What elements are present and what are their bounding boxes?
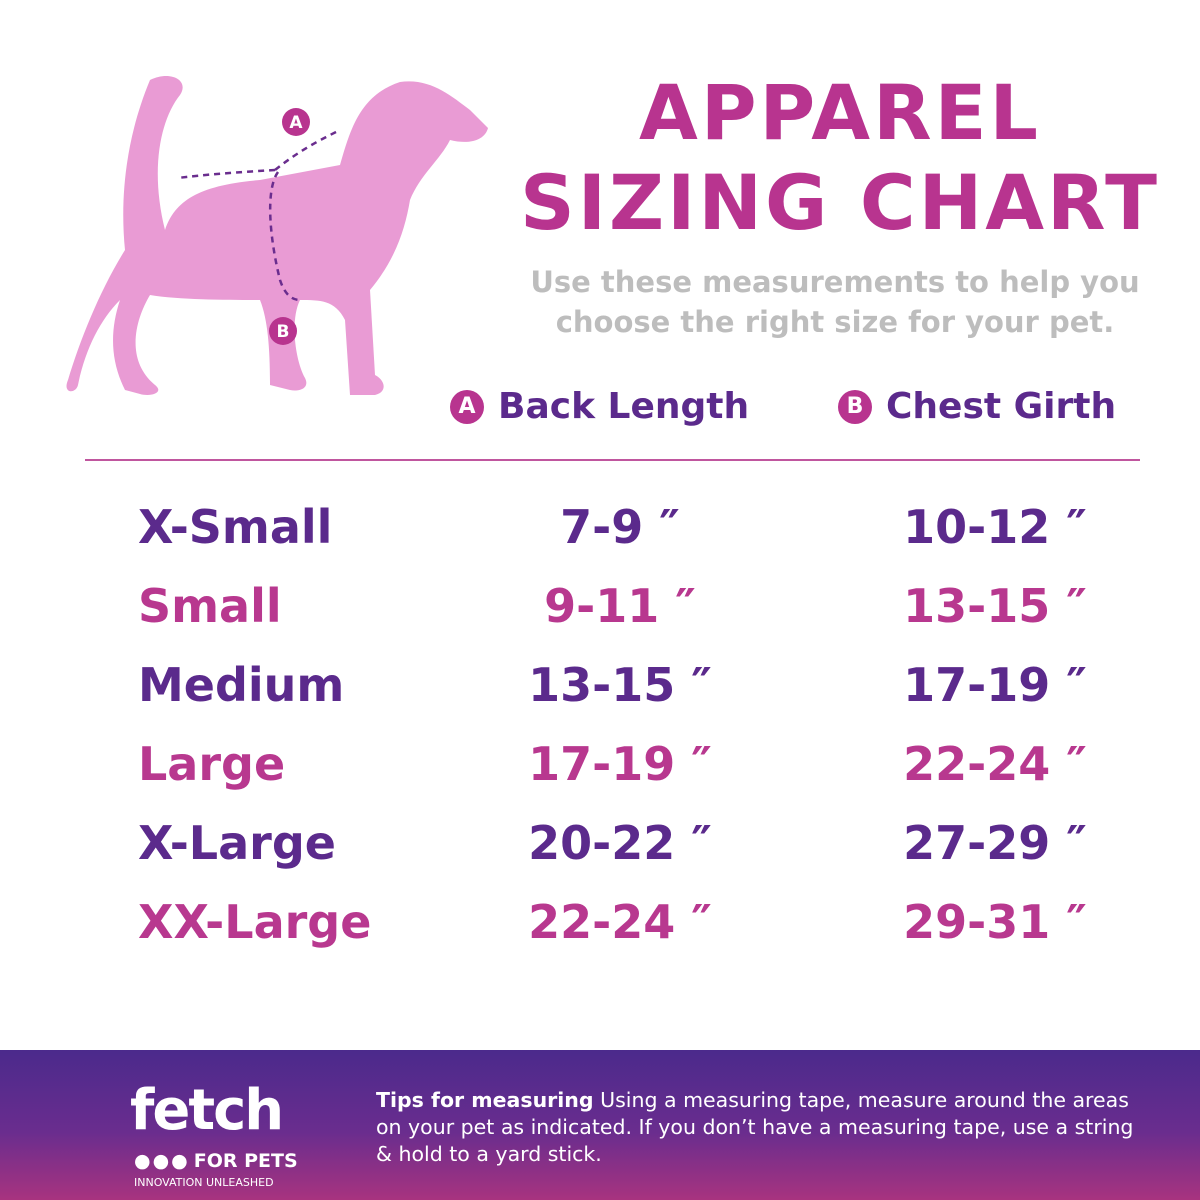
tips-heading: Tips for measuring <box>376 1088 594 1112</box>
chest-girth: 17-19 ″ <box>903 658 1087 712</box>
dog-diagram: A B <box>66 75 488 395</box>
legend-marker: B <box>838 389 872 424</box>
size-row: Large 17-19 ″ 22-24 ″ <box>0 737 1200 807</box>
legend-label: Back Length <box>498 386 750 427</box>
title: APPAREL <box>639 68 1041 157</box>
subtitle: choose the right size for your pet. <box>555 305 1115 339</box>
chest-girth: 29-31 ″ <box>903 895 1087 949</box>
logo-tagline: ●●● FOR PETS <box>134 1150 298 1172</box>
back-length: 20-22 ″ <box>528 816 712 870</box>
back-length: 13-15 ″ <box>528 658 712 712</box>
chest-girth: 27-29 ″ <box>903 816 1087 870</box>
size-name: Large <box>138 737 286 791</box>
legend-item: A Back Length <box>450 386 749 427</box>
legend-item: B Chest Girth <box>838 386 1116 427</box>
back-length: 22-24 ″ <box>528 895 712 949</box>
legend-label: Chest Girth <box>886 386 1117 427</box>
footer: fetch ●●● FOR PETS INNOVATION UNLEASHED T… <box>0 1050 1200 1200</box>
logo-name: fetch <box>130 1078 284 1143</box>
size-name: X-Small <box>138 500 333 554</box>
chest-girth: 13-15 ″ <box>903 579 1087 633</box>
size-row: Medium 13-15 ″ 17-19 ″ <box>0 658 1200 728</box>
legend-marker: A <box>450 389 484 424</box>
tips-text: Using a measuring tape, measure around t… <box>376 1088 1134 1166</box>
marker-b: B <box>277 322 290 342</box>
size-row: X-Small 7-9 ″ 10-12 ″ <box>0 500 1200 570</box>
size-row: XX-Large 22-24 ″ 29-31 ″ <box>0 895 1200 965</box>
size-name: XX-Large <box>138 895 372 949</box>
divider <box>85 459 1140 461</box>
chest-girth: 22-24 ″ <box>903 737 1087 791</box>
marker-a: A <box>289 113 303 133</box>
size-table: X-Small 7-9 ″ 10-12 ″ Small 9-11 ″ 13-15 ″ Med… <box>0 500 1200 980</box>
chest-girth: 10-12 ″ <box>903 500 1087 554</box>
dog-silhouette <box>66 75 488 395</box>
size-name: Small <box>138 579 282 633</box>
subtitle: Use these measurements to help you <box>530 265 1140 299</box>
back-length: 17-19 ″ <box>528 737 712 791</box>
logo-slogan: INNOVATION UNLEASHED <box>134 1176 274 1189</box>
size-row: X-Large 20-22 ″ 27-29 ″ <box>0 816 1200 886</box>
back-length: 9-11 ″ <box>544 579 696 633</box>
tips: Tips for measuring Using a measuring tap… <box>376 1087 1146 1168</box>
logo-tagline-text: FOR PETS <box>193 1150 298 1172</box>
size-name: X-Large <box>138 816 336 870</box>
size-name: Medium <box>138 658 345 712</box>
title: SIZING CHART <box>520 158 1160 247</box>
back-length: 7-9 ″ <box>560 500 680 554</box>
size-row: Small 9-11 ″ 13-15 ″ <box>0 579 1200 649</box>
